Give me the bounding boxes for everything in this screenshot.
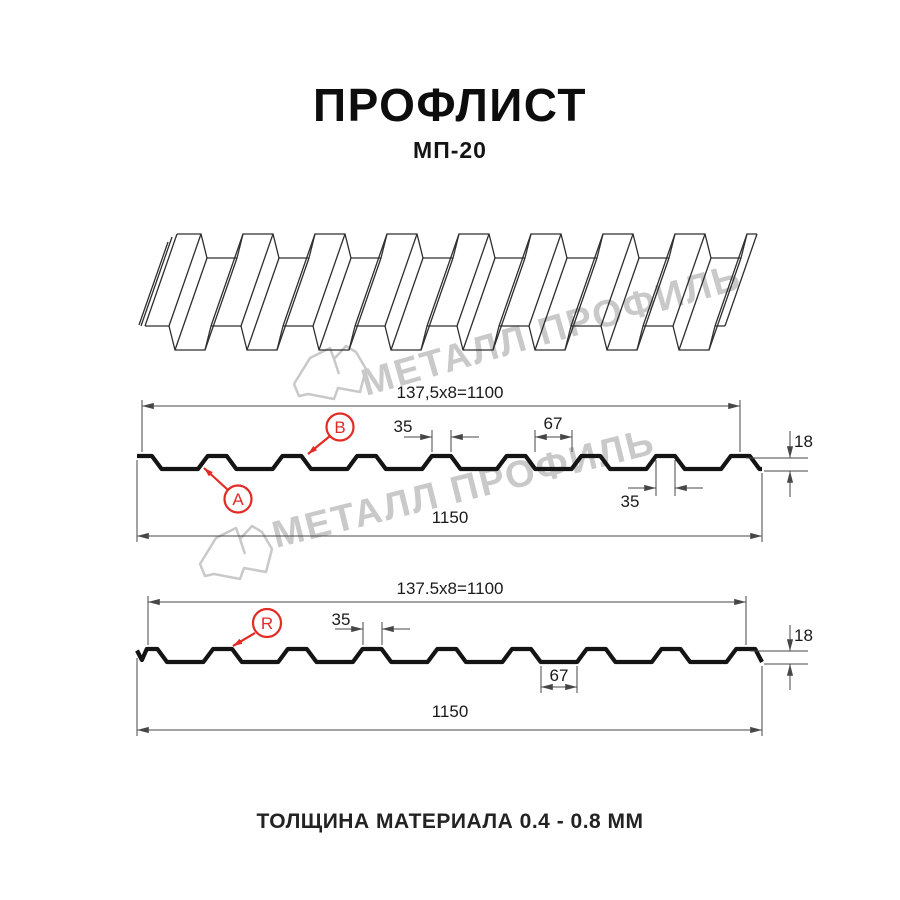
dim-crest-35-bottom: 35 (621, 460, 703, 511)
dim-label: 18 (794, 432, 813, 451)
dim-label: 18 (794, 626, 813, 645)
rib-fold-line (606, 257, 640, 351)
rib-fold-line (636, 257, 670, 351)
cross-section-ab: 137,5x8=1100 35 67 3 (136, 383, 813, 542)
sheet-bottom-edge (145, 325, 725, 351)
dim-label: 137.5x8=1100 (397, 579, 504, 598)
dim-cover-width: 137.5x8=1100 (147, 579, 747, 645)
dim-label: 67 (550, 666, 569, 685)
leader-line (232, 632, 256, 647)
callout-letter: A (232, 490, 244, 509)
rib-fold-line (276, 257, 310, 351)
rib-fold-line (534, 257, 568, 351)
rib-fold-line (714, 233, 748, 327)
page-subtitle: МП-20 (413, 137, 487, 163)
dim-overall-width: 1150 (136, 460, 763, 542)
rib-fold-line (144, 233, 178, 327)
dim-label: 67 (544, 414, 563, 433)
rib-fold-line (600, 233, 634, 327)
dim-label: 1150 (432, 508, 469, 527)
dim-cover-width: 137,5x8=1100 (141, 383, 741, 452)
dim-label: 1150 (432, 702, 469, 721)
rib-fold-line (724, 233, 758, 327)
dim-label: 137,5x8=1100 (397, 383, 504, 402)
dim-label: 35 (394, 417, 413, 436)
callout-b: B (307, 412, 355, 455)
metal-profil-logo-icon (292, 344, 368, 401)
dim-overall-width: 1150 (136, 658, 763, 736)
rib-fold-line (528, 233, 562, 327)
rib-fold-line (318, 257, 352, 351)
leader-line (307, 435, 331, 455)
rib-fold-line (246, 257, 280, 351)
rib-fold-line (570, 233, 604, 327)
watermark-upper: МЕТАЛЛ ПРОФИЛЬ (292, 256, 746, 405)
rib-fold-line (354, 233, 388, 327)
rib-fold-line (210, 233, 244, 327)
rib-fold-line (426, 233, 460, 327)
callout-a: A (203, 467, 253, 514)
dim-valley-67: 67 (534, 414, 573, 452)
rib-fold-line (282, 233, 316, 327)
cut-edge-line (138, 241, 169, 326)
rib-fold-line (492, 257, 526, 351)
cut-edge-line (140, 236, 173, 327)
callout-r: R (232, 607, 283, 647)
dim-height-18: 18 (750, 625, 813, 690)
metal-profil-logo-icon (198, 524, 274, 581)
rib-fold-line (498, 233, 532, 327)
dim-label: 35 (621, 492, 640, 511)
rib-fold-line (420, 257, 454, 351)
rib-fold-line (348, 257, 382, 351)
callout-circle (251, 607, 283, 639)
sheet-top-edge (177, 233, 757, 259)
rib-fold-line (168, 233, 202, 327)
page-title: ПРОФЛИСТ (313, 79, 587, 131)
cross-section-r: 137.5x8=1100 35 67 1 (135, 579, 813, 736)
logo-fold-line (238, 538, 247, 555)
rib-fold-line (456, 233, 490, 327)
rib-fold-line (390, 257, 424, 351)
dim-valley-67: 67 (540, 666, 578, 693)
callout-letter: R (261, 614, 273, 633)
rib-fold-line (240, 233, 274, 327)
rib-fold-line (384, 233, 418, 327)
rib-fold-line (564, 257, 598, 351)
rib-fold-line (708, 257, 742, 351)
rib-fold-line (204, 257, 238, 351)
dim-crest-35: 35 (332, 610, 410, 645)
profile-outline (137, 453, 762, 472)
rib-fold-line (672, 233, 706, 327)
leader-line (203, 467, 229, 491)
rib-fold-line (174, 257, 208, 351)
rib-fold-line (312, 233, 346, 327)
logo-fold-line (332, 358, 341, 375)
dim-crest-35: 35 (394, 417, 479, 452)
watermark-lower: МЕТАЛЛ ПРОФИЛЬ (198, 421, 660, 581)
callout-letter: B (334, 418, 345, 437)
callout-circle (325, 412, 355, 442)
rib-fold-line (642, 233, 676, 327)
rib-fold-line (678, 257, 712, 351)
profile-3d-view (138, 233, 758, 351)
callout-circle (223, 484, 253, 514)
rib-fold-line (462, 257, 496, 351)
dim-label: 35 (332, 610, 351, 629)
dim-height-18: 18 (746, 431, 813, 497)
profile-outline (135, 646, 764, 665)
thickness-note: ТОЛЩИНА МАТЕРИАЛА 0.4 - 0.8 ММ (256, 810, 644, 833)
